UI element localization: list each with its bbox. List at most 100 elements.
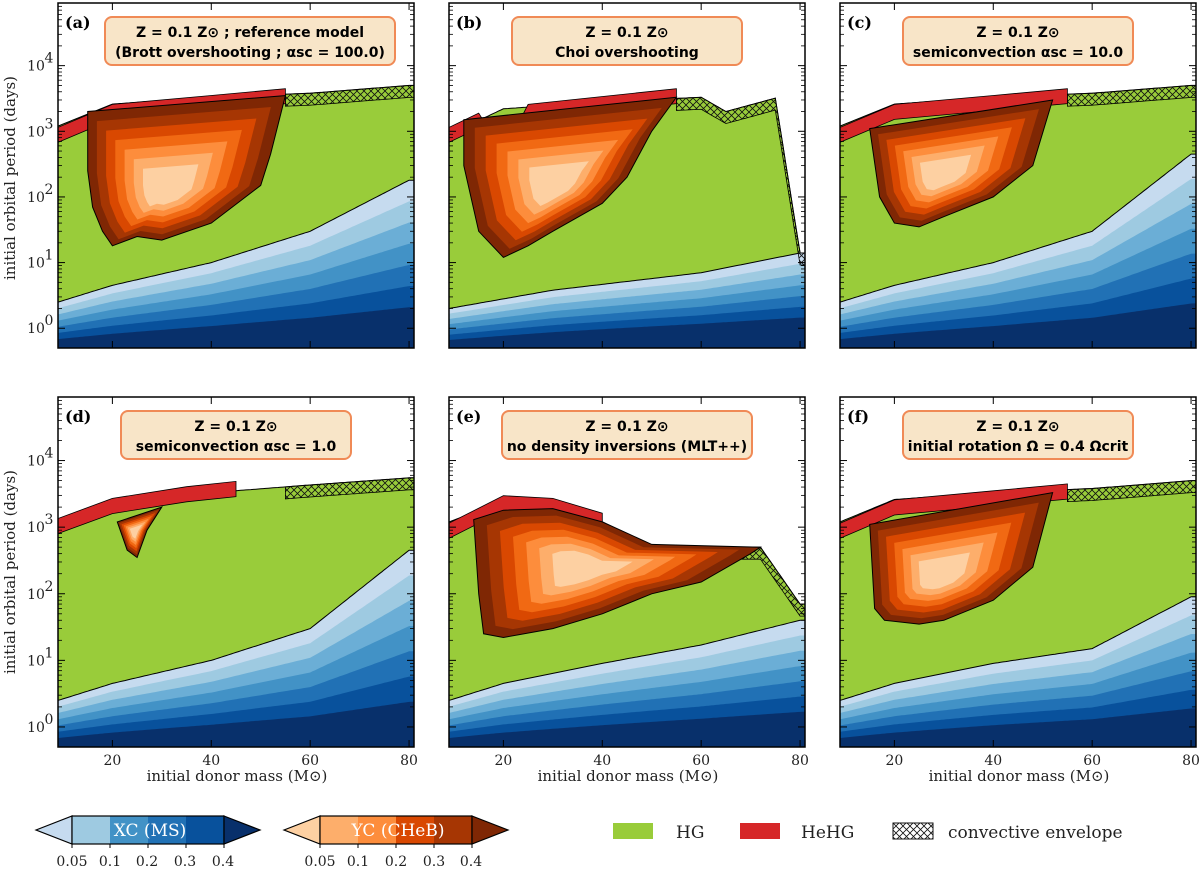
annotation-line-1: Z = 0.1 Z⊙ xyxy=(585,25,668,41)
y-tick-exponent: 0 xyxy=(45,313,54,329)
plot-frame xyxy=(448,396,806,748)
colorbar-cheb: YC (CHeB) 0.05 0.1 0.2 0.3 0.4 xyxy=(282,815,510,870)
panel-e: 20 40 60 80 (e) Z = 0.1 Z⊙ no density inversio… xyxy=(448,396,809,769)
plot-frame xyxy=(57,396,415,748)
x-tick-label: 60 xyxy=(692,753,710,769)
ms-band-7 xyxy=(840,708,1196,747)
colorbar-cheb-tick-3: 0.2 xyxy=(385,854,407,870)
colorbar-ms-cell xyxy=(110,816,148,844)
ms-band-7 xyxy=(840,303,1196,348)
y-tick-exponent: 2 xyxy=(45,182,54,198)
legend-hehg-label: HeHG xyxy=(801,823,854,843)
x-axis-label-d: initial donor mass (M⊙) xyxy=(147,767,328,785)
x-tick-label: 40 xyxy=(202,753,220,769)
convective-envelope-region xyxy=(1067,85,1196,107)
panel-tag: (a) xyxy=(65,13,91,32)
annotation-box xyxy=(511,16,743,66)
x-tick-label: 20 xyxy=(103,753,121,769)
colorbar-cheb-tick-5: 0.4 xyxy=(460,854,482,870)
colorbar-ms-tick-5: 0.4 xyxy=(212,854,234,870)
colorbar-cheb-tick-1: 0.05 xyxy=(304,854,335,870)
y-axis-label-top: initial orbital period (days) xyxy=(1,76,19,280)
convective-envelope-region xyxy=(285,477,414,500)
y-tick-exponent: 1 xyxy=(45,645,54,661)
ms-band-7 xyxy=(449,711,805,747)
annotation-box xyxy=(902,410,1134,460)
y-tick-exponent: 2 xyxy=(45,579,54,595)
colorbar-ms-cell xyxy=(186,816,224,844)
annotation-line-1: Z = 0.1 Z⊙ xyxy=(585,419,668,435)
colorbar-cheb-cell xyxy=(320,816,358,844)
convective-envelope-region xyxy=(285,85,414,107)
colorbar-ms-tick-2: 0.1 xyxy=(99,854,121,870)
annotation-line-2: semiconvection αsc = 10.0 xyxy=(913,45,1123,61)
annotation-line-2: initial rotation Ω = 0.4 Ωcrit xyxy=(908,439,1129,455)
hehg-region xyxy=(840,483,1068,539)
panel-tag: (e) xyxy=(456,407,481,426)
annotation-line-1: Z = 0.1 Z⊙ xyxy=(976,25,1059,41)
panel-tag: (f) xyxy=(847,407,869,426)
annotation-box xyxy=(501,410,753,460)
y-tick-label: 10 xyxy=(27,321,45,337)
x-tick-label: 80 xyxy=(791,753,809,769)
x-axis-label-f: initial donor mass (M⊙) xyxy=(929,767,1110,785)
colorbar-ms-arrow-left xyxy=(34,815,73,845)
colorbar-cheb-cell xyxy=(358,816,396,844)
panel-c: (c) Z = 0.1 Z⊙ semiconvection αsc = 10.0 xyxy=(839,2,1197,349)
colorbar-ms-tick-4: 0.3 xyxy=(174,854,196,870)
y-tick-label: 10 xyxy=(27,124,45,140)
panel-b: (b) Z = 0.1 Z⊙ Choi overshooting xyxy=(448,2,806,349)
annotation-line-2: no density inversions (MLT++) xyxy=(507,439,747,455)
legend-convective-label: convective envelope xyxy=(948,823,1123,843)
y-tick-exponent: 1 xyxy=(45,248,54,264)
x-tick-label: 60 xyxy=(301,753,319,769)
colorbar-ms-tick-1: 0.05 xyxy=(56,854,87,870)
y-tick-label: 10 xyxy=(27,59,45,75)
x-tick-label: 80 xyxy=(400,753,418,769)
colorbar-ms-arrow-right xyxy=(223,815,262,845)
colorbar-cheb-tick-4: 0.3 xyxy=(423,854,445,870)
ms-band-7 xyxy=(58,307,414,348)
legend-convective-swatch xyxy=(892,822,934,840)
x-tick-label: 20 xyxy=(494,753,512,769)
colorbar-cheb-arrow-left xyxy=(282,815,321,845)
y-tick-label: 10 xyxy=(27,587,45,603)
colorbar-cheb-tick-2: 0.1 xyxy=(347,854,369,870)
hehg-region xyxy=(840,88,1068,143)
legend-hehg-swatch xyxy=(740,823,780,839)
cheb-band-7 xyxy=(143,164,199,207)
y-axis-label-bottom: initial orbital period (days) xyxy=(1,470,19,674)
colorbar-cheb-label: YC (CHeB) xyxy=(351,821,445,841)
y-tick-exponent: 0 xyxy=(45,712,54,728)
plot-frame xyxy=(839,396,1197,748)
ms-band-7 xyxy=(58,701,414,747)
annotation-line-2: Choi overshooting xyxy=(555,45,699,61)
legend-hg-swatch xyxy=(613,823,653,839)
panel-f: 20 40 60 80 (f) Z = 0.1 Z⊙ initial rotation Ω … xyxy=(839,396,1200,769)
colorbar-ms-cell xyxy=(72,816,110,844)
colorbar-ms-label: XC (MS) xyxy=(114,821,187,841)
annotation-line-2: (Brott overshooting ; αsc = 100.0) xyxy=(115,45,385,61)
annotation-line-1: Z = 0.1 Z⊙ xyxy=(976,419,1059,435)
colorbar-ms: XC (MS) 0.05 0.1 0.2 0.3 0.4 xyxy=(34,815,262,870)
convective-envelope-region xyxy=(676,96,805,266)
x-tick-label: 80 xyxy=(1182,753,1200,769)
plot-frame xyxy=(57,2,415,349)
y-tick-exponent: 4 xyxy=(45,51,54,67)
colorbar-ms-tick-3: 0.2 xyxy=(136,854,158,870)
colorbar-cheb-cell xyxy=(434,816,472,844)
legend-hg-label: HG xyxy=(676,823,704,843)
x-tick-label: 40 xyxy=(984,753,1002,769)
x-tick-label: 40 xyxy=(593,753,611,769)
colorbar-cheb-arrow-right xyxy=(471,815,510,845)
y-tick-exponent: 3 xyxy=(45,116,54,132)
panel-tag: (c) xyxy=(847,13,872,32)
y-tick-exponent: 4 xyxy=(45,446,54,462)
y-tick-label: 10 xyxy=(27,520,45,536)
x-tick-label: 60 xyxy=(1083,753,1101,769)
plot-frame xyxy=(448,2,806,349)
annotation-box xyxy=(104,16,396,66)
